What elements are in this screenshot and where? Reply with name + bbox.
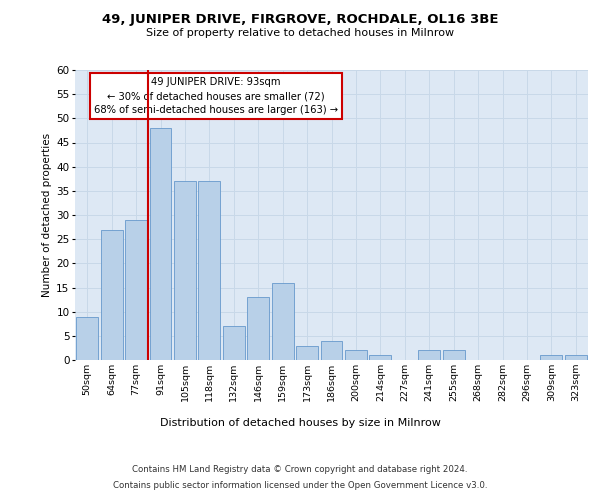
Bar [370,355,391,360]
Bar [149,128,172,360]
Bar [223,326,245,360]
Bar [296,346,318,360]
Bar [272,282,293,360]
Text: 49, JUNIPER DRIVE, FIRGROVE, ROCHDALE, OL16 3BE: 49, JUNIPER DRIVE, FIRGROVE, ROCHDALE, O… [102,12,498,26]
Text: 49 JUNIPER DRIVE: 93sqm
← 30% of detached houses are smaller (72)
68% of semi-de: 49 JUNIPER DRIVE: 93sqm ← 30% of detache… [94,77,338,116]
Text: Contains public sector information licensed under the Open Government Licence v3: Contains public sector information licen… [113,480,487,490]
Text: Distribution of detached houses by size in Milnrow: Distribution of detached houses by size … [160,418,440,428]
Text: Size of property relative to detached houses in Milnrow: Size of property relative to detached ho… [146,28,454,38]
Bar [199,181,220,360]
Bar [174,181,196,360]
Bar [101,230,122,360]
Bar [125,220,147,360]
Text: Contains HM Land Registry data © Crown copyright and database right 2024.: Contains HM Land Registry data © Crown c… [132,464,468,473]
Bar [565,355,587,360]
Bar [345,350,367,360]
Bar [443,350,464,360]
Bar [247,297,269,360]
Bar [541,355,562,360]
Y-axis label: Number of detached properties: Number of detached properties [42,133,52,297]
Bar [76,316,98,360]
Bar [320,340,343,360]
Bar [418,350,440,360]
